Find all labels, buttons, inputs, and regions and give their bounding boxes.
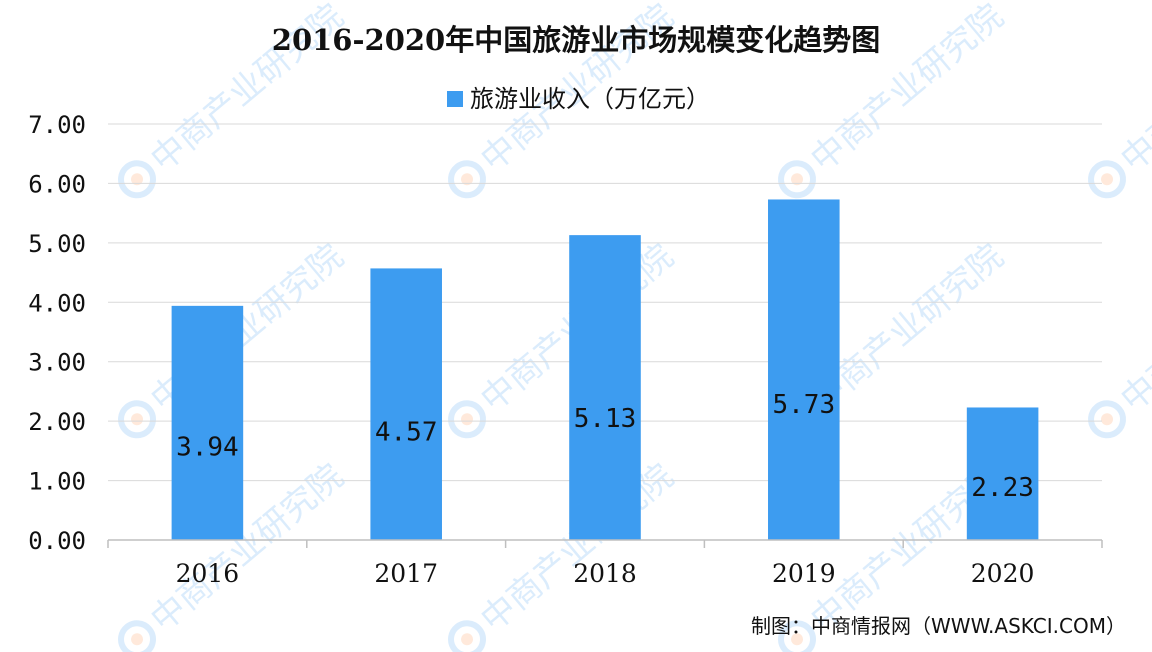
watermark-logo-dot	[791, 633, 804, 646]
data-label: 5.13	[574, 404, 637, 434]
watermark-logo-icon	[448, 160, 487, 199]
watermark-logo-dot	[791, 173, 804, 186]
watermark: 中商产业研究院	[1088, 236, 1152, 439]
source-note: 制图：中商情报网（WWW.ASKCI.COM）	[751, 614, 1126, 638]
watermark-logo-icon	[448, 400, 487, 439]
data-labels: 3.94 4.57 5.13 5.73 2.23	[176, 390, 1034, 503]
x-tick-label: 2019	[772, 559, 836, 588]
y-tick-label: 6.00	[28, 170, 86, 198]
watermark-logo-dot	[131, 413, 144, 426]
watermark: 中商产业研究院	[1088, 0, 1152, 199]
legend-label: 旅游业收入（万亿元）	[470, 85, 710, 113]
watermark-logo-icon	[118, 160, 157, 199]
data-label: 4.57	[375, 417, 438, 447]
data-label: 2.23	[971, 473, 1034, 503]
x-axis-tick-labels: 2016 2017 2018 2019 2020	[176, 559, 1035, 588]
x-tick-label: 2016	[176, 559, 240, 588]
bars	[171, 199, 1039, 541]
data-label: 5.73	[772, 390, 835, 420]
data-label: 3.94	[176, 432, 239, 462]
watermark-text: 中商产业研究院	[1113, 0, 1152, 180]
watermark-logo-icon	[1088, 160, 1127, 199]
legend-swatch	[447, 91, 463, 107]
y-tick-label: 5.00	[28, 230, 86, 258]
bar	[966, 407, 1039, 540]
watermark-logo-dot	[131, 173, 144, 186]
watermark-logo-dot	[1101, 413, 1114, 426]
y-tick-label: 2.00	[28, 408, 86, 436]
y-tick-label: 3.00	[28, 349, 86, 377]
bar	[768, 199, 840, 540]
watermark-logo-icon	[1088, 400, 1127, 439]
x-tick-label: 2018	[573, 559, 637, 588]
watermark-logo-icon	[118, 400, 157, 439]
watermark: 中商产业研究院	[448, 236, 681, 439]
chart-title: 2016-2020年中国旅游业市场规模变化趋势图	[272, 23, 880, 57]
legend: 旅游业收入（万亿元）	[447, 85, 710, 113]
watermark: 中商产业研究院	[448, 456, 681, 652]
watermark-logo-dot	[461, 413, 474, 426]
watermark-text: 中商产业研究院	[1113, 236, 1152, 420]
y-tick-label: 4.00	[28, 289, 86, 317]
watermark-logo-dot	[461, 633, 474, 646]
watermark-logo-dot	[461, 173, 474, 186]
bar	[569, 235, 641, 541]
y-tick-label: 7.00	[28, 111, 86, 139]
y-tick-label: 1.00	[28, 468, 86, 496]
bar	[171, 305, 244, 540]
y-tick-label: 0.00	[28, 527, 86, 555]
x-tick-label: 2020	[971, 559, 1035, 588]
bar	[370, 268, 442, 540]
y-axis-tick-labels: 0.00 1.00 2.00 3.00 4.00 5.00 6.00 7.00	[28, 111, 86, 555]
watermark-logo-dot	[1101, 173, 1114, 186]
watermark-logo-icon	[778, 160, 817, 199]
gridlines	[107, 123, 1103, 548]
x-tick-label: 2017	[374, 559, 438, 588]
watermark-logo-dot	[131, 633, 144, 646]
